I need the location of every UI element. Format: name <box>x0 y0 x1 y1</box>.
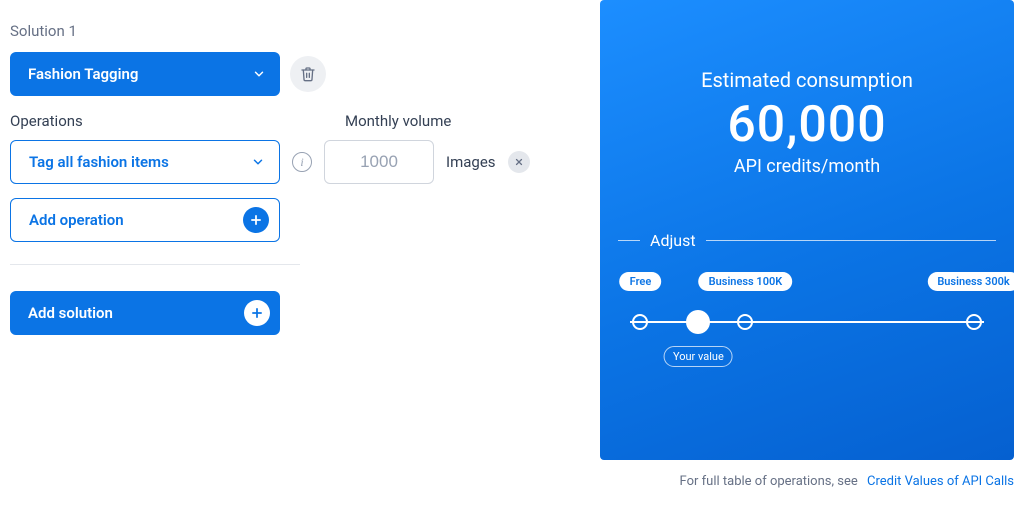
slider-node[interactable] <box>632 314 648 330</box>
add-solution-button[interactable]: Add solution <box>10 291 280 335</box>
slider-handle[interactable] <box>686 310 710 334</box>
operation-dropdown[interactable]: Tag all fashion items <box>10 140 280 184</box>
plan-tier-pill: Business 300k <box>927 272 1019 291</box>
adjust-label: Adjust <box>650 231 696 250</box>
plan-tier-pill: Business 100K <box>699 272 793 291</box>
slider-node[interactable] <box>737 314 753 330</box>
solution-header: Solution 1 <box>10 22 550 40</box>
add-operation-label: Add operation <box>29 211 124 229</box>
plan-tier-pill: Free <box>620 272 662 291</box>
operations-label: Operations <box>10 112 345 130</box>
slider-track <box>630 321 984 323</box>
monthly-volume-input[interactable] <box>324 140 434 184</box>
plus-icon <box>244 300 270 326</box>
adjust-line <box>706 240 996 241</box>
close-icon <box>514 157 524 167</box>
trash-icon <box>300 66 316 82</box>
your-value-label: Your value <box>664 346 733 367</box>
volume-unit-label: Images <box>446 153 496 171</box>
footer-note: For full table of operations, see Credit… <box>680 474 1014 489</box>
clear-volume-button[interactable] <box>508 151 530 173</box>
credit-values-link[interactable]: Credit Values of API Calls <box>867 474 1014 489</box>
estimate-title: Estimated consumption <box>701 68 913 92</box>
solution-dropdown-label: Fashion Tagging <box>28 65 138 83</box>
chevron-down-icon <box>252 67 266 81</box>
chevron-down-icon <box>251 155 265 169</box>
estimate-panel: Estimated consumption 60,000 API credits… <box>600 0 1014 460</box>
divider <box>10 264 300 265</box>
delete-solution-button[interactable] <box>290 56 326 92</box>
add-operation-button[interactable]: Add operation <box>10 198 280 242</box>
slider-node[interactable] <box>966 314 982 330</box>
adjust-line <box>618 240 640 241</box>
monthly-volume-label: Monthly volume <box>345 112 451 130</box>
plan-slider[interactable]: FreeBusiness 100KBusiness 300k Your valu… <box>618 272 996 376</box>
add-solution-label: Add solution <box>28 304 113 322</box>
solution-dropdown[interactable]: Fashion Tagging <box>10 52 280 96</box>
info-icon[interactable]: i <box>292 152 312 172</box>
estimate-value: 60,000 <box>727 96 886 154</box>
operation-dropdown-label: Tag all fashion items <box>29 153 169 171</box>
plus-icon <box>243 207 269 233</box>
estimate-unit: API credits/month <box>734 156 880 177</box>
